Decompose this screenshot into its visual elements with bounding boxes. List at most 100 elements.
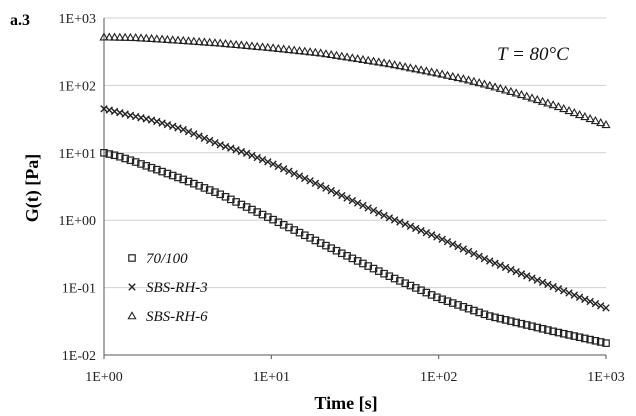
data-point bbox=[554, 328, 563, 337]
data-point bbox=[247, 41, 257, 50]
data-point bbox=[226, 39, 236, 48]
data-point bbox=[533, 276, 541, 284]
data-point bbox=[242, 40, 252, 50]
data-point bbox=[353, 54, 363, 63]
data-point bbox=[390, 274, 399, 283]
data-point bbox=[364, 204, 372, 212]
data-point bbox=[543, 98, 553, 107]
data-point bbox=[348, 196, 357, 205]
data-point bbox=[396, 277, 404, 285]
data-point bbox=[374, 57, 384, 66]
data-point bbox=[359, 201, 367, 210]
data-point bbox=[215, 38, 225, 47]
data-point bbox=[242, 149, 251, 158]
data-point bbox=[100, 105, 108, 113]
data-point bbox=[396, 218, 404, 226]
y-tick-label: 1E+01 bbox=[59, 147, 96, 162]
data-point bbox=[189, 36, 199, 45]
data-point bbox=[100, 149, 108, 157]
data-point bbox=[538, 278, 547, 287]
data-point bbox=[264, 158, 272, 166]
data-point bbox=[331, 50, 342, 59]
data-point bbox=[295, 172, 304, 180]
data-point bbox=[163, 169, 172, 178]
data-point bbox=[569, 107, 579, 117]
data-point bbox=[158, 119, 166, 127]
data-point bbox=[178, 35, 188, 45]
data-point bbox=[464, 247, 473, 256]
data-point bbox=[136, 33, 146, 42]
data-point bbox=[516, 89, 527, 99]
data-point bbox=[570, 332, 579, 340]
data-point bbox=[432, 68, 442, 77]
data-point bbox=[491, 259, 499, 267]
data-point bbox=[369, 264, 378, 273]
data-point bbox=[427, 291, 436, 299]
data-point bbox=[475, 308, 483, 317]
data-point bbox=[426, 67, 437, 76]
data-point bbox=[507, 265, 515, 274]
data-point bbox=[168, 171, 177, 180]
legend-label: 70/100 bbox=[146, 251, 188, 267]
data-point bbox=[109, 32, 120, 41]
data-point bbox=[375, 209, 383, 217]
data-point bbox=[495, 83, 505, 92]
data-point bbox=[236, 40, 247, 49]
data-point bbox=[158, 167, 166, 176]
data-point bbox=[152, 34, 162, 43]
data-point bbox=[565, 289, 573, 297]
data-point bbox=[353, 199, 362, 207]
data-point bbox=[442, 70, 453, 79]
data-point bbox=[248, 151, 256, 160]
data-point bbox=[433, 293, 441, 302]
data-point bbox=[523, 272, 531, 280]
tick-labels: 1E-02 1E-01 1E+00 1E+01 1E+02 1E+03 1E+00 1E+01… bbox=[59, 12, 625, 385]
data-point bbox=[591, 336, 600, 345]
data-point bbox=[183, 36, 194, 45]
y-tick-label: 1E-02 bbox=[62, 349, 96, 364]
data-point bbox=[438, 235, 446, 244]
data-point bbox=[528, 274, 536, 282]
data-point bbox=[306, 177, 314, 185]
data-point bbox=[385, 272, 394, 280]
data-point bbox=[338, 191, 346, 200]
data-point bbox=[179, 175, 188, 184]
data-point bbox=[480, 254, 489, 263]
data-point bbox=[110, 151, 119, 160]
y-tick-label: 1E-01 bbox=[62, 282, 96, 297]
data-point bbox=[126, 156, 135, 165]
data-point bbox=[347, 53, 357, 62]
data-point bbox=[231, 39, 241, 49]
data-point bbox=[121, 110, 129, 118]
data-point bbox=[559, 103, 569, 113]
data-point bbox=[190, 130, 198, 138]
data-point bbox=[332, 246, 341, 255]
data-point bbox=[169, 122, 177, 130]
x-tick-label: 1E+03 bbox=[587, 370, 624, 385]
data-point bbox=[490, 82, 500, 91]
data-point bbox=[253, 208, 262, 216]
legend-marker bbox=[127, 311, 137, 320]
data-point bbox=[485, 80, 495, 89]
data-point bbox=[263, 42, 273, 51]
data-point bbox=[544, 326, 552, 334]
data-point bbox=[153, 117, 161, 126]
data-point bbox=[390, 60, 400, 69]
data-point bbox=[395, 61, 405, 70]
data-point bbox=[459, 245, 468, 253]
data-point bbox=[511, 88, 521, 97]
data-point bbox=[132, 112, 140, 121]
data-point bbox=[126, 111, 135, 120]
series-2 bbox=[100, 105, 610, 312]
data-point bbox=[337, 249, 346, 258]
data-point bbox=[421, 66, 431, 75]
data-point bbox=[220, 39, 231, 48]
x-axis-title: Time [s] bbox=[314, 393, 377, 413]
data-point bbox=[500, 85, 511, 94]
data-point bbox=[601, 120, 611, 129]
data-point bbox=[337, 51, 347, 60]
data-point bbox=[463, 75, 474, 84]
data-point bbox=[474, 78, 484, 87]
data-point bbox=[110, 107, 119, 116]
data-point bbox=[585, 114, 595, 123]
